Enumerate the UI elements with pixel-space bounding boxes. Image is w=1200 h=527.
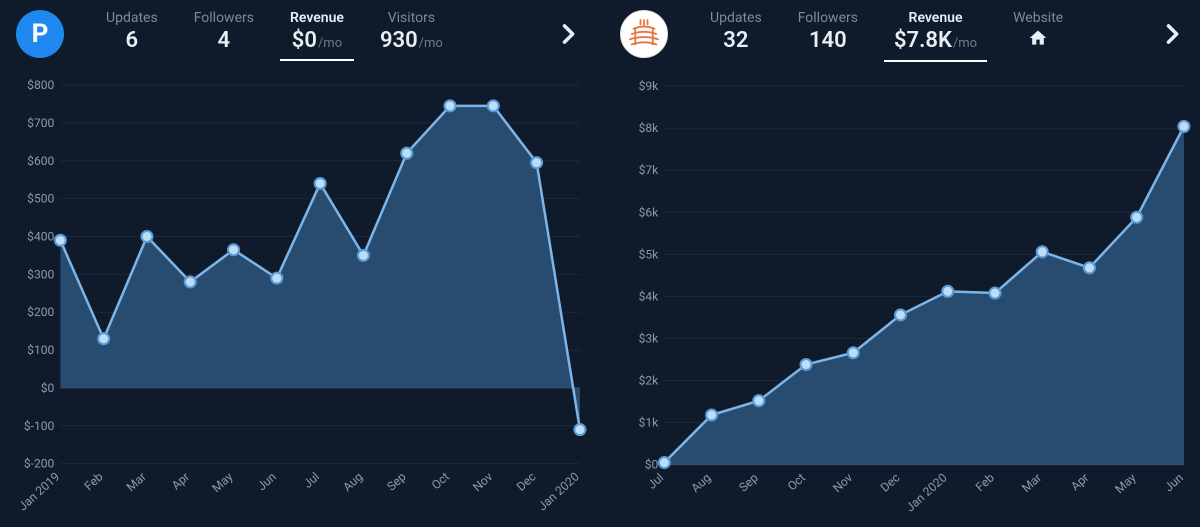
svg-text:$100: $100 [27, 343, 54, 357]
svg-text:Sep: Sep [736, 470, 761, 494]
stat-label: Website [1013, 10, 1063, 26]
stat-updates[interactable]: Updates 32 [692, 8, 780, 60]
chevron-right-icon[interactable] [1158, 20, 1186, 48]
svg-text:$600: $600 [27, 154, 54, 168]
svg-text:Oct: Oct [785, 471, 808, 494]
stat-value: 32 [723, 28, 748, 53]
stat-revenue[interactable]: Revenue $7.8K/mo [876, 8, 995, 60]
svg-text:Oct: Oct [429, 470, 452, 493]
stat-value: 4 [218, 28, 231, 53]
svg-text:$8k: $8k [639, 121, 660, 135]
stat-value: 930/mo [380, 28, 443, 53]
svg-text:Aug: Aug [688, 471, 713, 496]
svg-text:Apr: Apr [1068, 471, 1091, 494]
stat-label: Followers [194, 10, 254, 26]
stat-value: 140 [809, 28, 847, 53]
stat-followers[interactable]: Followers 4 [176, 8, 272, 59]
svg-text:Jan 2020: Jan 2020 [535, 469, 582, 513]
stats-row: Updates 32 Followers 140 Revenue $7.8K/mo Webs… [692, 8, 1152, 60]
svg-text:$6k: $6k [639, 205, 660, 219]
svg-text:$0: $0 [41, 381, 55, 395]
stat-website[interactable]: Website [995, 8, 1081, 60]
svg-text:$400: $400 [27, 230, 54, 244]
svg-text:Jun: Jun [255, 470, 279, 494]
svg-text:$4k: $4k [639, 289, 660, 303]
chevron-right-icon[interactable] [554, 20, 582, 48]
svg-text:$500: $500 [27, 192, 54, 206]
svg-text:Aug: Aug [340, 470, 365, 495]
svg-text:Jun: Jun [1162, 471, 1186, 495]
stat-updates[interactable]: Updates 6 [88, 8, 176, 59]
svg-text:$9k: $9k [639, 79, 660, 93]
stat-label: Updates [710, 10, 762, 26]
svg-text:$800: $800 [27, 78, 54, 92]
svg-text:$3k: $3k [639, 331, 660, 345]
svg-text:$7k: $7k [639, 163, 660, 177]
svg-text:$-200: $-200 [24, 457, 55, 471]
svg-text:Mar: Mar [124, 470, 149, 495]
svg-text:Dec: Dec [514, 470, 539, 494]
svg-text:$300: $300 [27, 267, 54, 281]
svg-text:Jul: Jul [645, 471, 666, 492]
svg-text:Nov: Nov [470, 469, 495, 494]
stat-label: Updates [106, 10, 158, 26]
stat-value: 6 [126, 28, 139, 53]
panel-header: Updates 32 Followers 140 Revenue $7.8K/mo Webs… [604, 0, 1200, 60]
svg-text:$0: $0 [645, 458, 659, 472]
revenue-chart: $-200 $-100 $0 $100 $200 $300 $400 $500 $600 $700… [8, 75, 592, 522]
home-icon [1028, 28, 1048, 54]
svg-text:May: May [209, 469, 235, 495]
stat-label: Followers [798, 10, 858, 26]
svg-text:Sep: Sep [384, 469, 409, 493]
svg-text:Jul: Jul [301, 470, 322, 491]
svg-text:May: May [1112, 470, 1138, 496]
product-panel: P Updates 6 Followers 4 Revenue $0/mo Visitors 9… [0, 0, 596, 522]
svg-text:$-100: $-100 [24, 419, 55, 433]
stat-label: Visitors [388, 10, 435, 26]
svg-text:Jan 2020: Jan 2020 [903, 470, 950, 514]
stat-value: $7.8K/mo [894, 28, 977, 53]
svg-text:$2k: $2k [639, 374, 660, 388]
chart-area: $0 $1k $2k $3k $4k $5k $6k $7k $8k $9k Jul Aug Sep Oc… [604, 60, 1200, 527]
svg-text:Feb: Feb [82, 469, 106, 493]
stat-label: Revenue [909, 10, 963, 26]
svg-text:$1k: $1k [639, 416, 660, 430]
svg-text:$5k: $5k [639, 247, 660, 261]
svg-text:Dec: Dec [878, 471, 903, 495]
stat-value: $0/mo [292, 28, 342, 53]
product-avatar[interactable]: P [16, 10, 64, 58]
panel-header: P Updates 6 Followers 4 Revenue $0/mo Visitors 9… [0, 0, 596, 59]
chart-area: $-200 $-100 $0 $100 $200 $300 $400 $500 $600 $700… [0, 59, 596, 526]
svg-text:$700: $700 [27, 116, 54, 130]
stat-followers[interactable]: Followers 140 [780, 8, 876, 60]
stat-revenue[interactable]: Revenue $0/mo [272, 8, 362, 59]
svg-text:$200: $200 [27, 305, 54, 319]
svg-text:Jan 2019: Jan 2019 [16, 470, 63, 514]
product-panel: Updates 32 Followers 140 Revenue $7.8K/mo Webs… [604, 0, 1200, 522]
svg-text:Feb: Feb [973, 470, 997, 494]
revenue-chart: $0 $1k $2k $3k $4k $5k $6k $7k $8k $9k Jul Aug Sep Oc… [612, 76, 1196, 523]
stat-value [1028, 28, 1048, 54]
svg-text:Nov: Nov [830, 470, 855, 495]
svg-text:Apr: Apr [169, 470, 192, 493]
product-avatar[interactable] [620, 10, 668, 58]
stats-row: Updates 6 Followers 4 Revenue $0/mo Visitors 93… [88, 8, 548, 59]
stat-visitors[interactable]: Visitors 930/mo [362, 8, 461, 59]
stat-label: Revenue [290, 10, 344, 26]
svg-text:Mar: Mar [1019, 471, 1044, 496]
